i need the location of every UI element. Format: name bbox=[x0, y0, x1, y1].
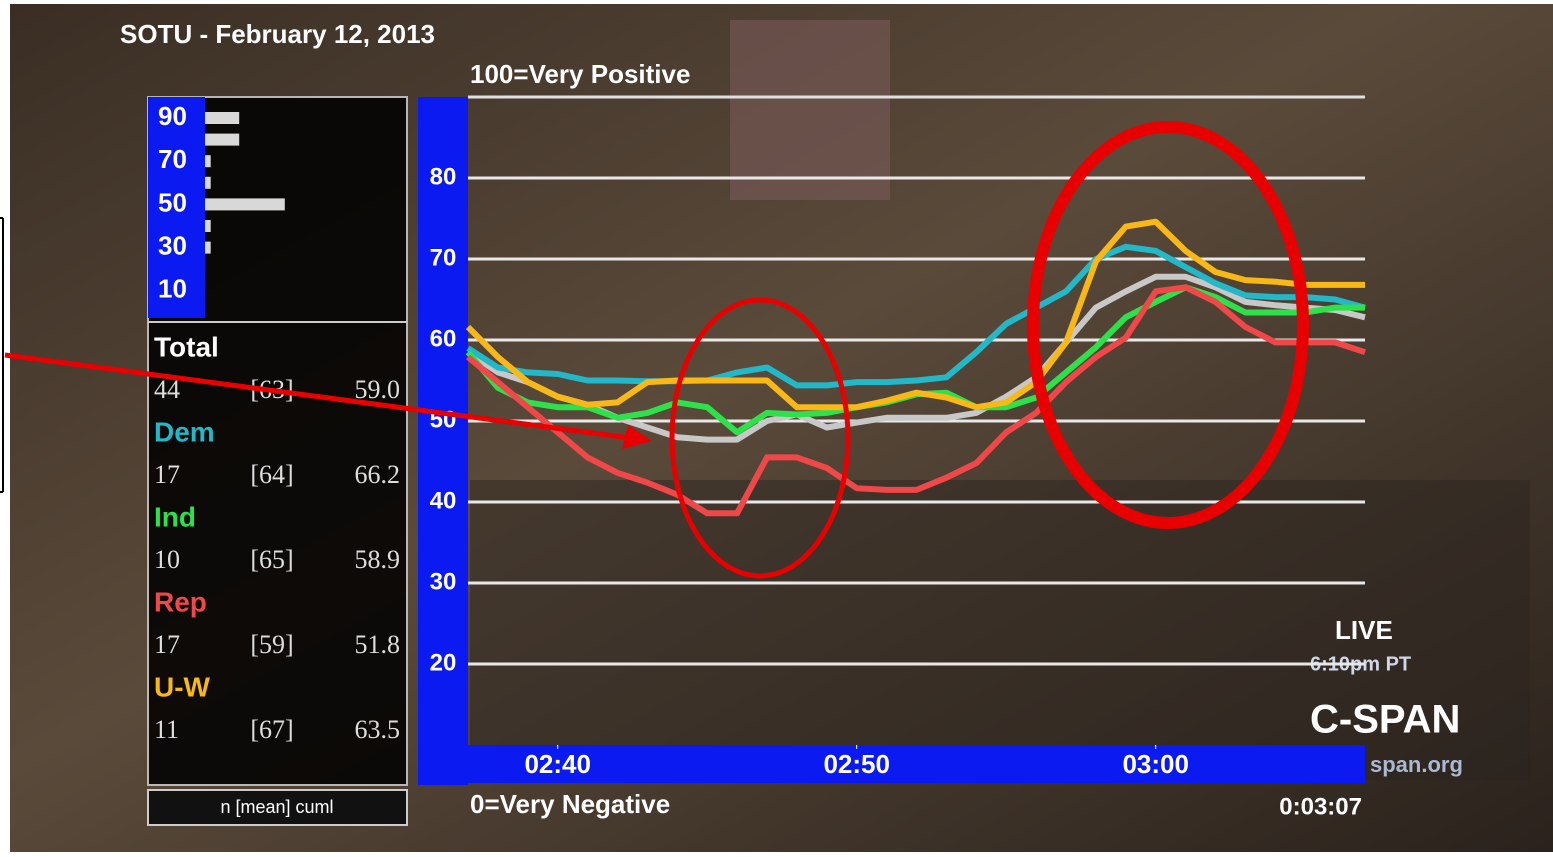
highlight-ellipse bbox=[669, 297, 851, 579]
stat-cell: 11 bbox=[154, 715, 179, 744]
clock: 0:03:07 bbox=[1279, 793, 1362, 820]
group-name: Ind bbox=[154, 501, 196, 532]
y-axis-strip bbox=[418, 97, 468, 785]
arrow-line bbox=[4, 352, 631, 441]
series-line bbox=[466, 284, 1366, 517]
histogram-bar bbox=[205, 155, 211, 168]
top-note: 100=Very Positive bbox=[470, 59, 690, 89]
panel-footer-text: n [mean] cuml bbox=[220, 797, 333, 817]
stat-cell: 10 bbox=[154, 545, 180, 574]
annotations bbox=[0, 121, 1309, 579]
histogram-bar bbox=[205, 176, 211, 189]
histogram-bar bbox=[205, 220, 211, 232]
y-tick-label: 40 bbox=[430, 487, 457, 514]
histogram-bar bbox=[205, 241, 211, 254]
stat-cell: 66.2 bbox=[355, 460, 401, 489]
histogram-bar bbox=[205, 198, 285, 211]
site: span.org bbox=[1370, 752, 1463, 777]
y-tick-label: 80 bbox=[430, 163, 457, 190]
stat-cell: 63.5 bbox=[355, 715, 401, 744]
live: LIVE bbox=[1335, 615, 1393, 645]
series-line bbox=[466, 243, 1366, 389]
histogram-bar bbox=[205, 112, 240, 124]
histogram-strip bbox=[148, 97, 205, 318]
histogram-label: 50 bbox=[158, 187, 187, 217]
stat-cell: [59] bbox=[250, 630, 293, 659]
stat-cell: [67] bbox=[250, 715, 293, 744]
crowd bbox=[470, 480, 1530, 780]
y-tick-label: 30 bbox=[430, 568, 457, 595]
stat-cell: 51.8 bbox=[355, 630, 401, 659]
panel-footer bbox=[147, 789, 408, 826]
stat-cell: [65] bbox=[250, 545, 293, 574]
x-axis-strip bbox=[468, 745, 1365, 783]
histogram-bar bbox=[205, 133, 240, 146]
group-name: Dem bbox=[154, 416, 215, 447]
y-tick-label: 60 bbox=[430, 325, 457, 352]
y-tick-label: 20 bbox=[430, 649, 457, 676]
arrow-head bbox=[622, 425, 652, 449]
stat-cell: 17 bbox=[154, 630, 180, 659]
bottom-note: 0=Very Negative bbox=[470, 789, 670, 819]
bracket bbox=[0, 217, 4, 493]
highlight-ellipse bbox=[1027, 121, 1309, 529]
group-name: Total bbox=[154, 331, 219, 362]
group-name: U-W bbox=[154, 671, 211, 702]
histogram-label: 30 bbox=[158, 230, 187, 260]
histogram-label: 10 bbox=[158, 274, 187, 304]
histogram-label: 90 bbox=[158, 101, 187, 131]
title: SOTU - February 12, 2013 bbox=[120, 19, 435, 49]
stat-cell: 17 bbox=[154, 460, 180, 489]
x-tick-label: 02:40 bbox=[524, 749, 591, 779]
stat-cell: [64] bbox=[250, 460, 293, 489]
y-tick-label: 70 bbox=[430, 244, 457, 271]
stat-cell: 58.9 bbox=[355, 545, 401, 574]
x-tick-label: 02:50 bbox=[823, 749, 890, 779]
group-name: Rep bbox=[154, 586, 207, 617]
histogram-label: 70 bbox=[158, 144, 187, 174]
stat-cell: 59.0 bbox=[355, 375, 401, 404]
x-tick-label: 03:00 bbox=[1122, 749, 1189, 779]
network: C-SPAN bbox=[1310, 698, 1460, 742]
series-line bbox=[465, 218, 1365, 411]
flag bbox=[730, 20, 890, 200]
